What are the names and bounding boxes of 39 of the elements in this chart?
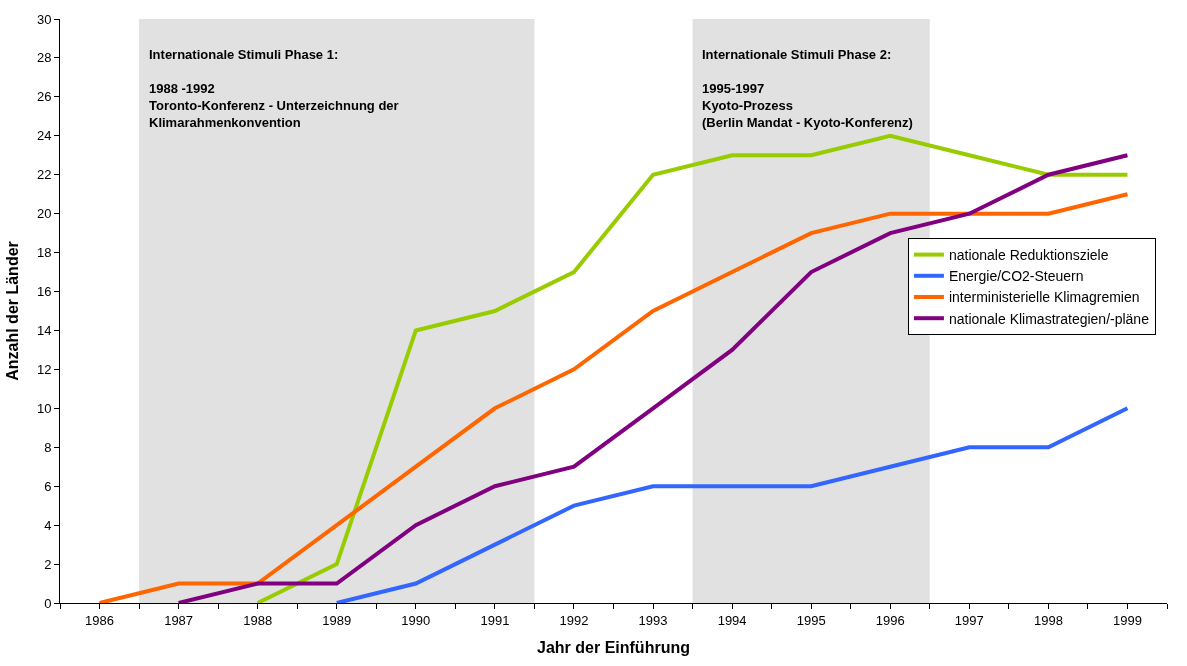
y-tick-label: 10 <box>36 400 52 416</box>
y-tick-label: 28 <box>36 50 52 66</box>
legend-label: nationale Reduktionsziele <box>948 247 1109 264</box>
line-series <box>334 406 1130 603</box>
legend-label: Energie/CO2-Steuern <box>948 268 1084 285</box>
y-tick-label: 6 <box>44 478 52 494</box>
y-tick-label: 4 <box>44 517 52 533</box>
y-tick-label: 24 <box>36 128 52 144</box>
text: Internationale Stimuli Phase 2: 1995-1997 Kyoto-Prozess (Berlin Mandat - Kyoto-Konferenz) <box>702 47 913 130</box>
x-tick-label: 1997 <box>954 612 984 628</box>
x-tick-label: 1998 <box>1033 612 1063 628</box>
x-tick-label: 1989 <box>322 612 352 628</box>
y-axis-title: Anzahl der Länder <box>4 241 21 381</box>
y-tick-label: 22 <box>36 167 52 183</box>
legend-label: nationale Klimastrategien/-pläne <box>948 310 1150 327</box>
y-tick-label: 18 <box>36 245 52 261</box>
y-tick-label: 12 <box>36 361 52 377</box>
x-tick-label: 1995 <box>796 612 826 628</box>
x-tick-label: 1999 <box>1113 612 1142 628</box>
x-tick-label: 1994 <box>717 612 747 628</box>
y-tick-label: 14 <box>36 323 52 339</box>
x-tick-label: 1991 <box>480 612 510 628</box>
y-tick-label: 20 <box>36 206 52 222</box>
y-tick-label: 8 <box>44 439 52 455</box>
y-tick-label: 2 <box>44 556 52 572</box>
legend-label: interministerielle Klimagremien <box>948 289 1140 306</box>
x-tick-label: 1992 <box>559 612 589 628</box>
x-tick-label: 1990 <box>401 612 431 628</box>
y-tick-label: 30 <box>36 11 52 27</box>
x-tick-label: 1986 <box>85 612 114 628</box>
y-tick-label: 0 <box>44 595 52 611</box>
x-tick-label: 1988 <box>243 612 273 628</box>
y-tick-label: 26 <box>36 89 52 105</box>
y-tick-label: 16 <box>36 284 52 300</box>
x-tick-label: 1987 <box>164 612 194 628</box>
x-tick-label: 1996 <box>875 612 905 628</box>
x-axis-title: Jahr der Einführung <box>537 639 690 657</box>
text: Internationale Stimuli Phase 1: 1988 -1992 Toronto-Konferenz - Unterzeichnung der Klimarahmenkonvention <box>149 47 399 130</box>
x-tick-label: 1993 <box>638 612 668 628</box>
